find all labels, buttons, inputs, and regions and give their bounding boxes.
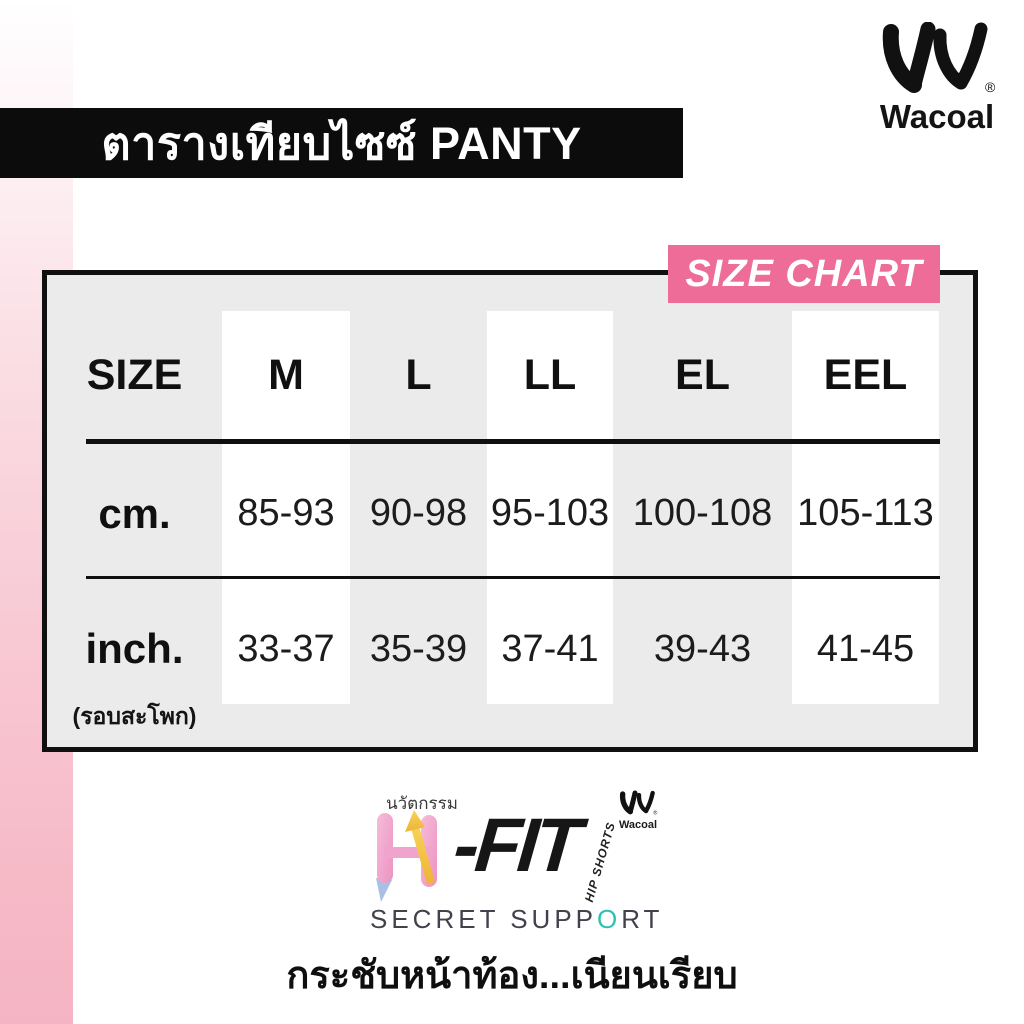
size-table-inner: SIZE M L LL EL EEL cm. 85-93 90-98 95-10… — [47, 275, 973, 747]
gold-arrow-shaft — [411, 826, 435, 884]
cm-value-el: 100-108 — [632, 492, 773, 534]
wacoal-wings-icon: ® — [882, 21, 996, 95]
column-header-eel: EEL — [823, 350, 908, 399]
hfit-h-glyph-icon — [376, 810, 437, 902]
hip-shorts-label: HIP SHORTS — [581, 820, 619, 904]
wacoal-mini-logo: ® Wacoal — [612, 790, 664, 831]
wacoal-wordmark: Wacoal — [879, 98, 995, 135]
secret-support-part2: RT — [621, 904, 664, 934]
wacoal-logo: ® Wacoal — [872, 21, 1002, 136]
column-header-ll: LL — [523, 350, 577, 399]
registered-mark: ® — [985, 79, 996, 95]
tagline: กระชับหน้าท้อง...เนียนเรียบ — [286, 955, 738, 997]
blue-arrowhead — [376, 878, 392, 902]
wacoal-mini-wordmark: Wacoal — [618, 819, 658, 831]
inch-value-ll: 37-41 — [501, 627, 599, 670]
cm-value-l: 90-98 — [369, 492, 468, 534]
secret-support-part1: SECRET SUPP — [370, 904, 598, 934]
hip-circumference-note: (รอบสะโพก) — [72, 703, 197, 729]
table-row-cm: cm. 85-93 90-98 95-103 100-108 105-113 — [47, 451, 940, 576]
inch-value-eel: 41-45 — [816, 627, 915, 670]
row-label-cm: cm. — [98, 489, 171, 537]
hfit-wordmark: -FIT — [450, 803, 582, 888]
row-label-inch: inch. — [85, 625, 184, 672]
header-divider-line — [86, 439, 940, 444]
cm-value-m: 85-93 — [237, 492, 335, 534]
innovation-label: นวัตกรรม — [386, 794, 458, 813]
column-header-el: EL — [675, 350, 730, 399]
secret-support-teal-o: O — [597, 904, 622, 934]
size-chart-badge: SIZE CHART — [668, 245, 940, 303]
inch-value-el: 39-43 — [653, 627, 752, 670]
table-row-inch: inch. 33-37 35-39 37-41 39-43 41-45 — [47, 579, 940, 719]
cm-value-ll: 95-103 — [490, 492, 610, 534]
table-header-row: SIZE M L LL EL EEL — [47, 305, 940, 445]
registered-mark-mini: ® — [653, 810, 657, 816]
size-chart-badge-label: SIZE CHART — [685, 252, 923, 295]
secret-support-label: SECRET SUPPORT — [370, 904, 659, 935]
page-title: ตารางเทียบไซซ์ PANTY — [101, 117, 582, 169]
wacoal-wings-mini-icon: ® — [619, 790, 657, 817]
title-banner: ตารางเทียบไซซ์ PANTY — [0, 108, 683, 178]
cm-value-eel: 105-113 — [797, 492, 934, 534]
row-divider-line — [86, 576, 940, 579]
column-header-size: SIZE — [86, 350, 183, 399]
column-stripe-eel — [792, 311, 939, 704]
h-crossbar — [384, 847, 432, 858]
column-stripe-m — [222, 311, 350, 704]
size-table: SIZE M L LL EL EEL cm. 85-93 90-98 95-10… — [42, 270, 978, 752]
inch-value-l: 35-39 — [369, 627, 468, 670]
hfit-logo: นวัตกรรม -FIT HIP SHORTS — [366, 786, 676, 946]
column-stripe-ll — [487, 311, 613, 704]
column-header-l: L — [405, 350, 432, 399]
inch-value-m: 33-37 — [237, 627, 335, 670]
gold-arrowhead — [405, 810, 425, 832]
column-header-m: M — [268, 350, 304, 399]
